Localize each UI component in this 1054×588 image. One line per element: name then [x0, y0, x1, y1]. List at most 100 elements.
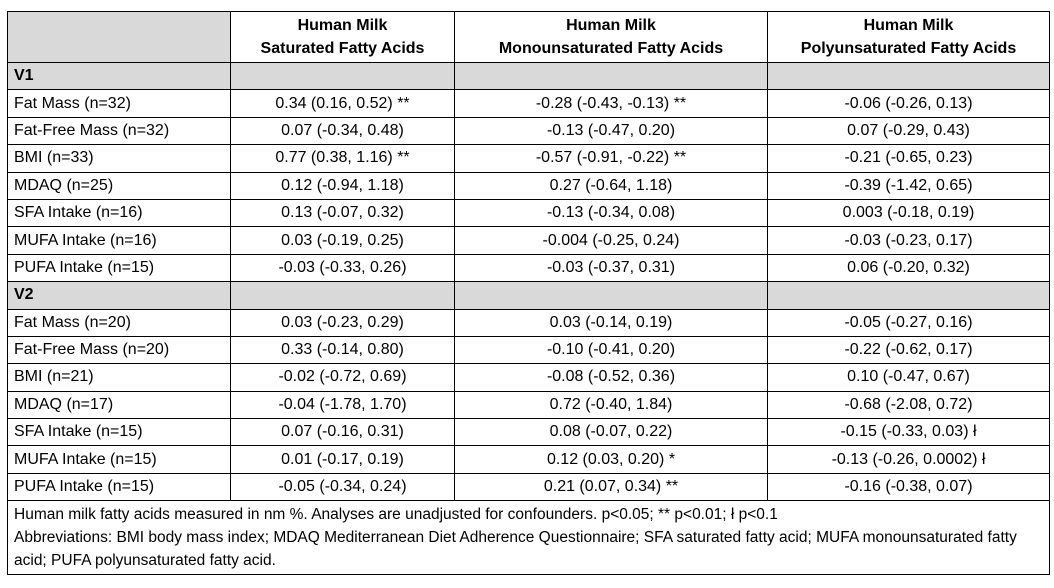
pufa-value: 0.07 (-0.29, 0.43) — [767, 116, 1050, 146]
table-row: MUFA Intake (n=16) 0.03 (-0.19, 0.25) -0.0… — [7, 226, 1050, 255]
table-row: Fat Mass (n=32) 0.34 (0.16, 0.52) ** -0.28… — [7, 89, 1050, 118]
sfa-value: 0.07 (-0.16, 0.31) — [230, 418, 455, 447]
pufa-value: 0.10 (-0.47, 0.67) — [767, 363, 1050, 392]
header-row: Human Milk Saturated Fatty Acids Human M… — [7, 11, 1050, 63]
section-title: V2 — [7, 281, 231, 310]
pufa-value: -0.05 (-0.27, 0.16) — [767, 308, 1050, 337]
header-line: Saturated Fatty Acids — [260, 40, 425, 57]
row-label: Fat-Free Mass (n=20) — [7, 335, 231, 365]
table-row: MUFA Intake (n=15) 0.01 (-0.17, 0.19) 0.12… — [7, 445, 1050, 474]
table-row: Fat Mass (n=20) 0.03 (-0.23, 0.29) 0.03 (-… — [7, 308, 1050, 337]
sfa-value: 0.07 (-0.34, 0.48) — [230, 116, 455, 146]
footnote-row: Human milk fatty acids measured in nm %.… — [7, 500, 1050, 576]
header-corner-cell — [7, 11, 231, 63]
row-label: MUFA Intake (n=16) — [7, 226, 231, 255]
row-label: MDAQ (n=25) — [7, 171, 231, 200]
mufa-value: -0.03 (-0.37, 0.31) — [454, 253, 768, 283]
pufa-value: -0.13 (-0.26, 0.0002) ł — [767, 445, 1050, 474]
table-row: PUFA Intake (n=15) -0.05 (-0.34, 0.24) 0.2… — [7, 472, 1050, 502]
mufa-value: -0.57 (-0.91, -0.22) ** — [454, 144, 768, 173]
pufa-value: -0.16 (-0.38, 0.07) — [767, 472, 1050, 502]
row-label: Fat-Free Mass (n=32) — [7, 116, 231, 146]
footnote-cell: Human milk fatty acids measured in nm %.… — [7, 500, 1050, 576]
header-line: Human Milk — [297, 17, 388, 34]
results-table: Human Milk Saturated Fatty Acids Human M… — [7, 11, 1050, 576]
mufa-value: -0.004 (-0.25, 0.24) — [454, 226, 768, 255]
footnote-abbreviations: Abbreviations: BMI body mass index; MDAQ… — [14, 529, 1017, 570]
mufa-value: 0.21 (0.07, 0.34) ** — [454, 472, 768, 502]
pufa-value: -0.22 (-0.62, 0.17) — [767, 335, 1050, 365]
sfa-value: 0.01 (-0.17, 0.19) — [230, 445, 455, 474]
row-label: MUFA Intake (n=15) — [7, 445, 231, 474]
mufa-value: -0.10 (-0.41, 0.20) — [454, 335, 768, 365]
sfa-value: 0.34 (0.16, 0.52) ** — [230, 89, 455, 118]
sfa-value: 0.13 (-0.07, 0.32) — [230, 198, 455, 228]
table-header: Human Milk Saturated Fatty Acids Human M… — [7, 11, 1050, 63]
row-label: Fat Mass (n=32) — [7, 89, 231, 118]
row-label: MDAQ (n=17) — [7, 390, 231, 420]
pufa-value: 0.06 (-0.20, 0.32) — [767, 253, 1050, 283]
section-blank-cell — [454, 61, 768, 91]
table-row: MDAQ (n=25) 0.12 (-0.94, 1.18) 0.27 (-0.64… — [7, 171, 1050, 200]
section-blank-cell — [230, 281, 455, 310]
mufa-value: -0.08 (-0.52, 0.36) — [454, 363, 768, 392]
row-label: PUFA Intake (n=15) — [7, 253, 231, 283]
row-label: SFA Intake (n=16) — [7, 198, 231, 228]
row-label: PUFA Intake (n=15) — [7, 472, 231, 502]
row-label: BMI (n=21) — [7, 363, 231, 392]
mufa-value: 0.12 (0.03, 0.20) * — [454, 445, 768, 474]
header-line: Monounsaturated Fatty Acids — [498, 40, 724, 57]
header-line: Human Milk — [566, 17, 656, 34]
header-line: Polyunsaturated Fatty Acids — [800, 40, 1017, 57]
pufa-value: -0.39 (-1.42, 0.65) — [767, 171, 1050, 200]
table-row: BMI (n=33) 0.77 (0.38, 1.16) ** -0.57 (-0.… — [7, 144, 1050, 173]
section-title: V1 — [7, 61, 231, 91]
header-monounsaturated-fatty-acids: Human Milk Monounsaturated Fatty Acids — [454, 11, 768, 63]
sfa-value: -0.02 (-0.72, 0.69) — [230, 363, 455, 392]
header-saturated-fatty-acids: Human Milk Saturated Fatty Acids — [230, 11, 455, 63]
section-blank-cell — [454, 281, 768, 310]
sfa-value: 0.03 (-0.19, 0.25) — [230, 226, 455, 255]
row-label: SFA Intake (n=15) — [7, 418, 231, 447]
mufa-value: 0.72 (-0.40, 1.84) — [454, 390, 768, 420]
section-blank-cell — [767, 281, 1050, 310]
pufa-value: 0.003 (-0.18, 0.19) — [767, 198, 1050, 228]
pufa-value: -0.06 (-0.26, 0.13) — [767, 89, 1050, 118]
mufa-value: 0.08 (-0.07, 0.22) — [454, 418, 768, 447]
mufa-value: -0.13 (-0.34, 0.08) — [454, 198, 768, 228]
row-label: BMI (n=33) — [7, 144, 231, 173]
pufa-value: -0.15 (-0.33, 0.03) ł — [767, 418, 1050, 447]
table-row: SFA Intake (n=15) 0.07 (-0.16, 0.31) 0.08 … — [7, 418, 1050, 447]
table-row: Fat-Free Mass (n=32) 0.07 (-0.34, 0.48) -0… — [7, 116, 1050, 146]
table-row: PUFA Intake (n=15) -0.03 (-0.33, 0.26) -0.… — [7, 253, 1050, 283]
mufa-value: 0.27 (-0.64, 1.18) — [454, 171, 768, 200]
sfa-value: 0.77 (0.38, 1.16) ** — [230, 144, 455, 173]
sfa-value: -0.05 (-0.34, 0.24) — [230, 472, 455, 502]
sfa-value: 0.12 (-0.94, 1.18) — [230, 171, 455, 200]
pufa-value: -0.68 (-2.08, 0.72) — [767, 390, 1050, 420]
sfa-value: 0.33 (-0.14, 0.80) — [230, 335, 455, 365]
mufa-value: -0.13 (-0.47, 0.20) — [454, 116, 768, 146]
sfa-value: -0.04 (-1.78, 1.70) — [230, 390, 455, 420]
mufa-value: -0.28 (-0.43, -0.13) ** — [454, 89, 768, 118]
table-footer: Human milk fatty acids measured in nm %.… — [7, 500, 1050, 576]
table-container: Human Milk Saturated Fatty Acids Human M… — [7, 11, 1050, 576]
section-blank-cell — [230, 61, 455, 91]
pufa-value: -0.03 (-0.23, 0.17) — [767, 226, 1050, 255]
footnote-significance: Human milk fatty acids measured in nm %.… — [14, 506, 778, 524]
section-row-v1: V1 — [7, 61, 1050, 91]
header-line: Human Milk — [863, 17, 954, 34]
table-row: SFA Intake (n=16) 0.13 (-0.07, 0.32) -0.13… — [7, 198, 1050, 228]
table-body: V1 Fat Mass (n=32) 0.34 (0.16, 0.52) ** -0.… — [7, 61, 1050, 502]
mufa-value: 0.03 (-0.14, 0.19) — [454, 308, 768, 337]
sfa-value: -0.03 (-0.33, 0.26) — [230, 253, 455, 283]
table-row: Fat-Free Mass (n=20) 0.33 (-0.14, 0.80) -0… — [7, 335, 1050, 365]
row-label: Fat Mass (n=20) — [7, 308, 231, 337]
pufa-value: -0.21 (-0.65, 0.23) — [767, 144, 1050, 173]
section-blank-cell — [767, 61, 1050, 91]
header-polyunsaturated-fatty-acids: Human Milk Polyunsaturated Fatty Acids — [767, 11, 1050, 63]
section-row-v2: V2 — [7, 281, 1050, 310]
table-row: BMI (n=21) -0.02 (-0.72, 0.69) -0.08 (-0.5… — [7, 363, 1050, 392]
sfa-value: 0.03 (-0.23, 0.29) — [230, 308, 455, 337]
table-row: MDAQ (n=17) -0.04 (-1.78, 1.70) 0.72 (-0.4… — [7, 390, 1050, 420]
